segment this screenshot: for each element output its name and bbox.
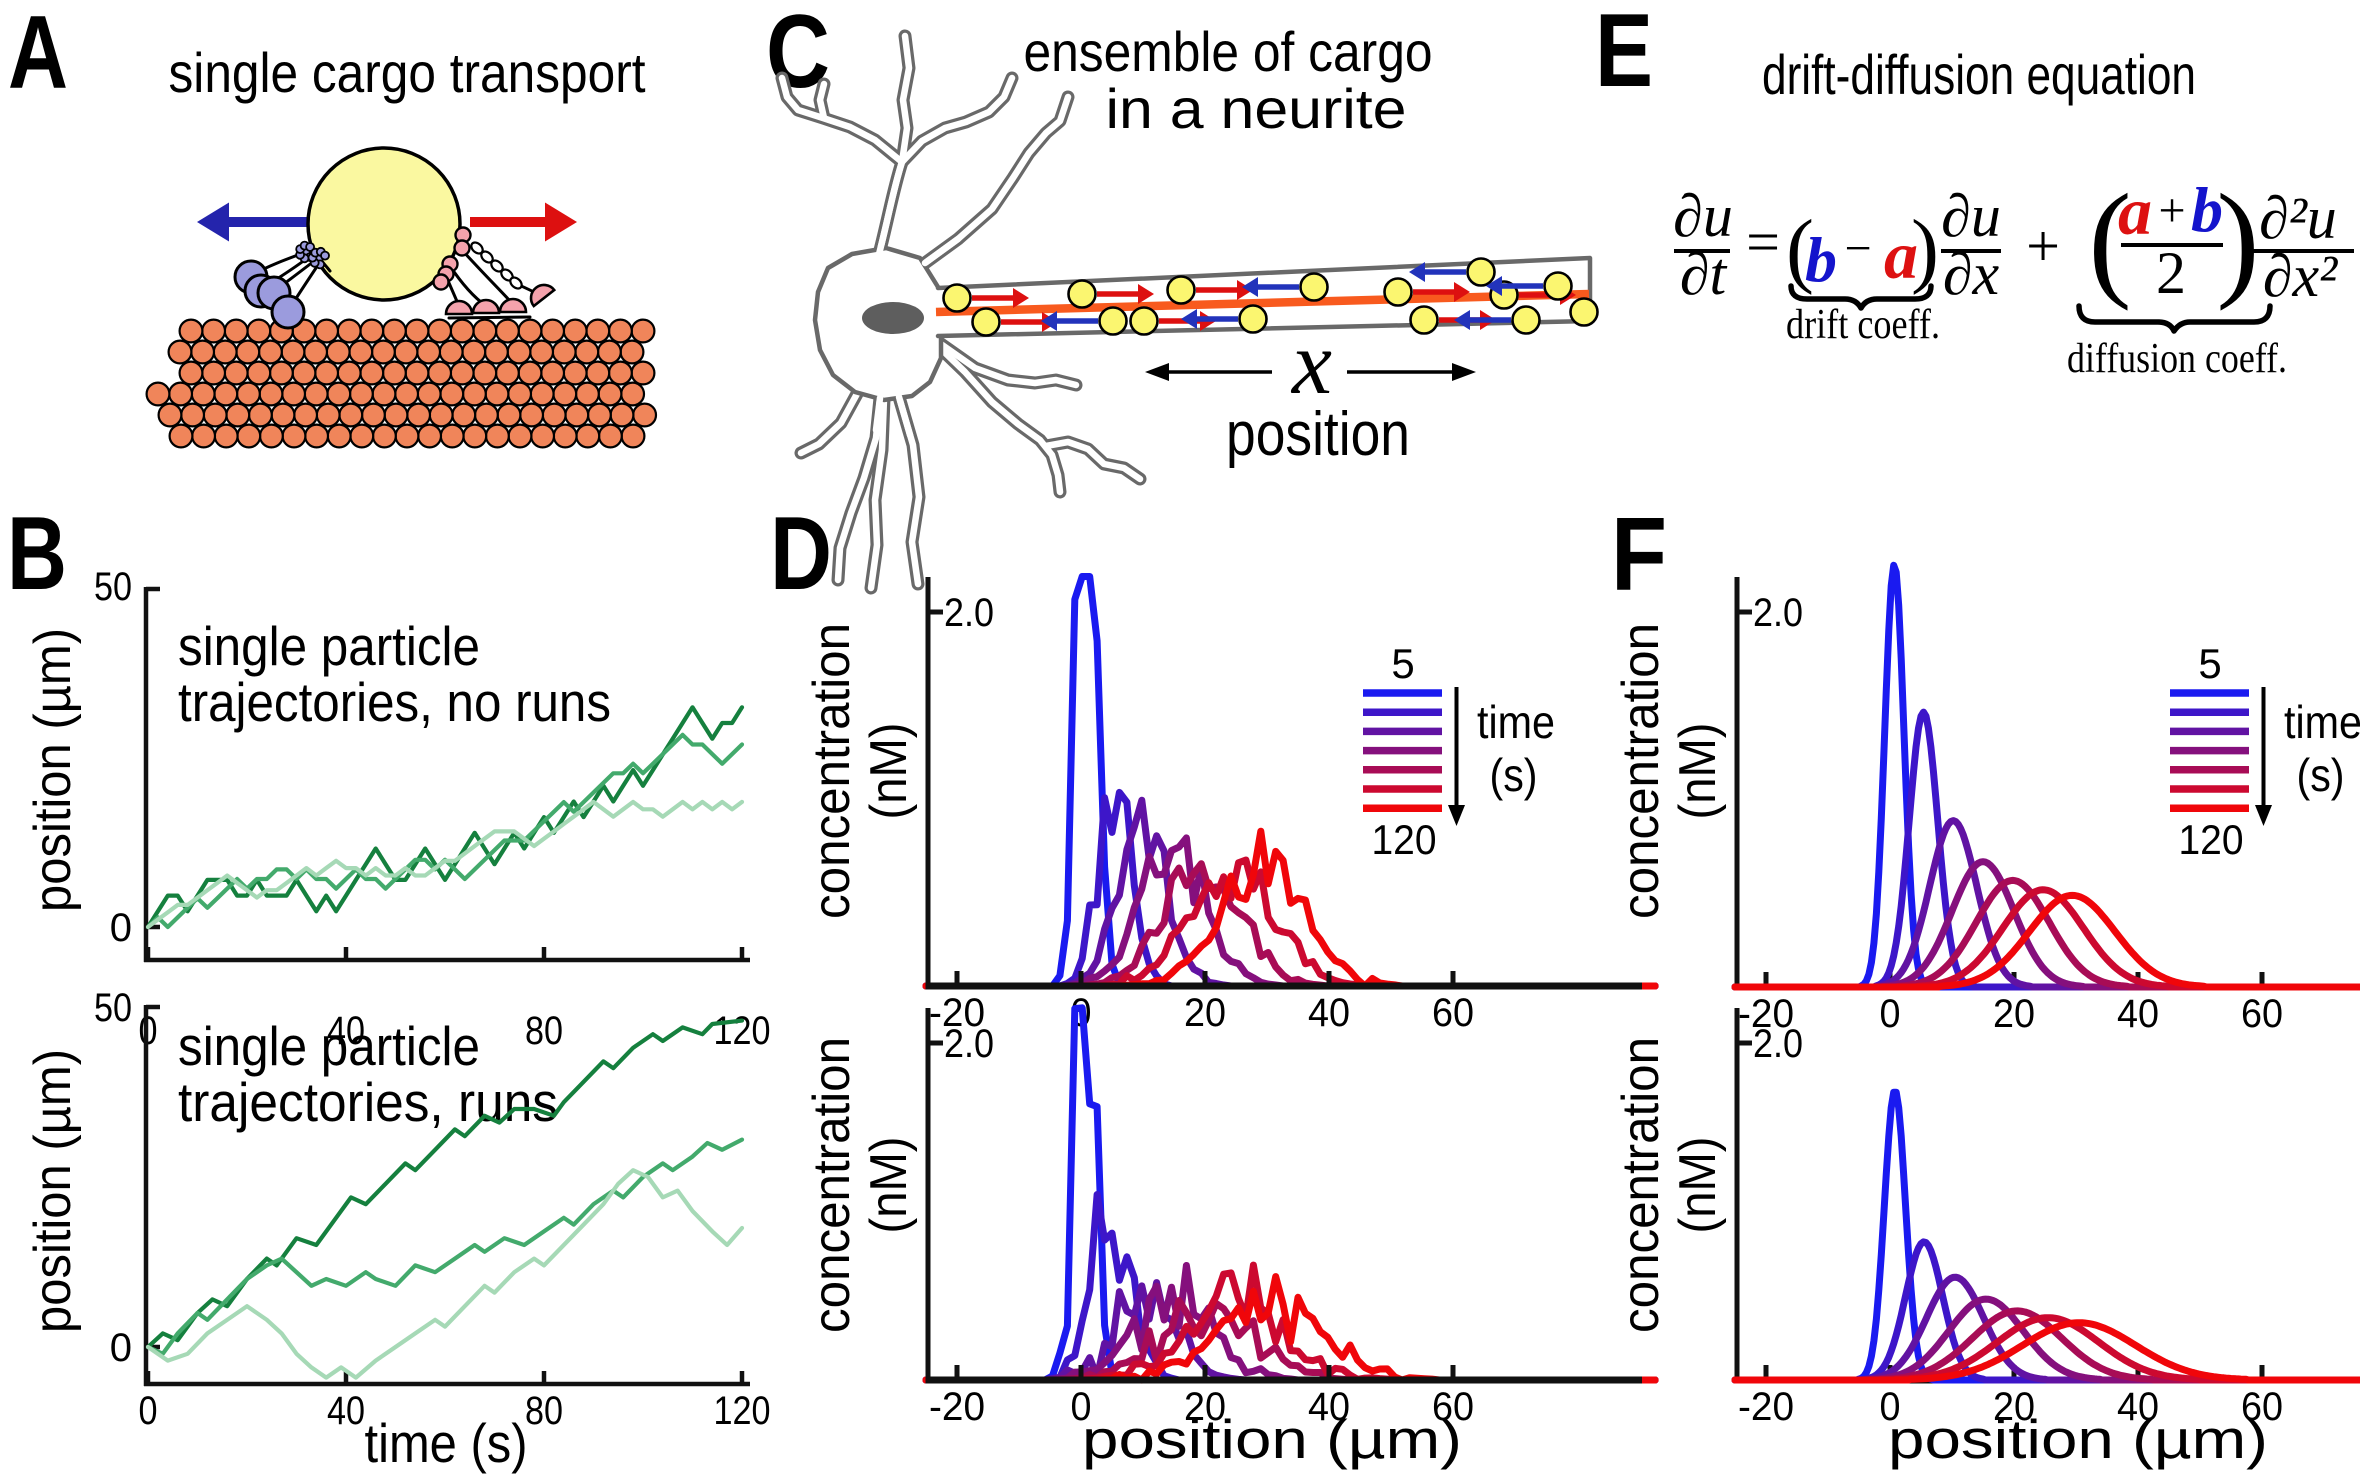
svg-text:20: 20 [1993,992,2035,1036]
svg-text:single cargo transport: single cargo transport [169,41,646,104]
svg-text:(s): (s) [1490,749,1538,801]
svg-text:drift-diffusion equation: drift-diffusion equation [1762,43,2196,106]
svg-text:2.0: 2.0 [1753,591,1803,635]
svg-text:2.0: 2.0 [944,591,994,635]
svg-text:-20: -20 [929,991,985,1035]
svg-text:=: = [1746,209,1780,275]
svg-text:50: 50 [94,565,132,609]
svg-text:120: 120 [2179,816,2244,863]
svg-text:5: 5 [1391,640,1414,687]
svg-text:60: 60 [1432,1385,1474,1429]
svg-text:position: position [1226,400,1410,469]
svg-text:in a neurite: in a neurite [1106,77,1407,140]
svg-text:0: 0 [139,1389,158,1433]
svg-text:20: 20 [1184,1385,1226,1429]
svg-text:time (s): time (s) [365,1412,528,1474]
svg-text:2.0: 2.0 [944,1022,994,1066]
svg-text:E: E [1595,0,1653,109]
svg-text:∂u: ∂u [1673,183,1733,249]
svg-text:(nM): (nM) [1669,723,1727,820]
svg-text:(: ( [2088,168,2131,312]
svg-text:drift coeff.: drift coeff. [1786,302,1940,348]
svg-text:diffusion coeff.: diffusion coeff. [2067,336,2287,382]
svg-text:2: 2 [2156,240,2186,306]
svg-text:position (µm): position (µm) [24,1049,82,1333]
svg-text:single particle: single particle [178,615,480,677]
svg-text:0: 0 [1880,1385,1901,1429]
svg-text:−: − [1844,222,1871,275]
svg-text:20: 20 [1993,1385,2035,1429]
svg-text:A: A [8,0,68,111]
svg-text:ensemble of cargo: ensemble of cargo [1024,20,1433,83]
svg-text:time: time [1477,696,1555,748]
svg-text:): ) [2216,168,2259,312]
svg-text:∂u: ∂u [1941,183,2001,249]
svg-text:B: B [7,496,67,612]
svg-text:a: a [1884,217,1918,293]
svg-text:concentration: concentration [1612,1037,1670,1333]
svg-text:0: 0 [1071,1385,1092,1429]
svg-text:(nM): (nM) [1669,1137,1727,1234]
svg-text:40: 40 [327,1389,365,1433]
svg-text:60: 60 [2241,992,2283,1036]
svg-text:(nM): (nM) [860,723,918,820]
svg-text:120: 120 [714,1389,771,1433]
svg-text:(s): (s) [2297,749,2345,801]
svg-text:concentration: concentration [803,1037,861,1333]
svg-text:): ) [1911,203,1939,296]
svg-text:40: 40 [2117,992,2159,1036]
svg-text:∂x²: ∂x² [2263,243,2338,309]
svg-text:0: 0 [110,906,132,950]
svg-text:+: + [2158,184,2185,237]
svg-text:60: 60 [1432,991,1474,1035]
svg-text:2.0: 2.0 [1753,1022,1803,1066]
svg-text:5: 5 [2198,640,2221,687]
svg-text:(: ( [1786,203,1814,296]
svg-text:concentration: concentration [803,623,861,919]
svg-text:b: b [2191,174,2223,245]
svg-text:0: 0 [1880,992,1901,1036]
svg-text:80: 80 [525,1009,563,1053]
svg-text:-20: -20 [1738,1385,1794,1429]
svg-text:x: x [1290,314,1332,413]
svg-text:position (µm): position (µm) [1082,1408,1462,1470]
svg-text:40: 40 [327,1009,365,1053]
svg-text:a: a [2118,173,2152,249]
svg-text:(nM): (nM) [860,1137,918,1234]
svg-text:120: 120 [1372,816,1437,863]
svg-text:80: 80 [525,1389,563,1433]
svg-text:concentration: concentration [1612,623,1670,919]
svg-text:∂²u: ∂²u [2259,185,2337,251]
svg-text:∂x: ∂x [1943,241,2000,307]
svg-text:20: 20 [1184,991,1226,1035]
svg-text:-20: -20 [1738,992,1794,1036]
svg-text:40: 40 [1308,1385,1350,1429]
svg-text:single particle: single particle [178,1015,480,1077]
svg-text:D: D [770,496,832,612]
svg-text:60: 60 [2241,1385,2283,1429]
svg-text:∂t: ∂t [1680,241,1728,307]
svg-text:position (µm): position (µm) [24,628,82,912]
svg-text:F: F [1611,497,1667,613]
svg-text:120: 120 [714,1009,771,1053]
svg-text:trajectories, no runs: trajectories, no runs [178,671,611,733]
svg-text:+: + [2026,213,2060,279]
svg-text:position (µm): position (µm) [1888,1408,2268,1470]
svg-text:50: 50 [94,986,132,1030]
svg-text:b: b [1805,224,1837,295]
svg-text:-20: -20 [929,1385,985,1429]
svg-text:time: time [2284,696,2360,748]
svg-text:40: 40 [2117,1385,2159,1429]
svg-text:40: 40 [1308,991,1350,1035]
svg-text:0: 0 [110,1326,132,1370]
